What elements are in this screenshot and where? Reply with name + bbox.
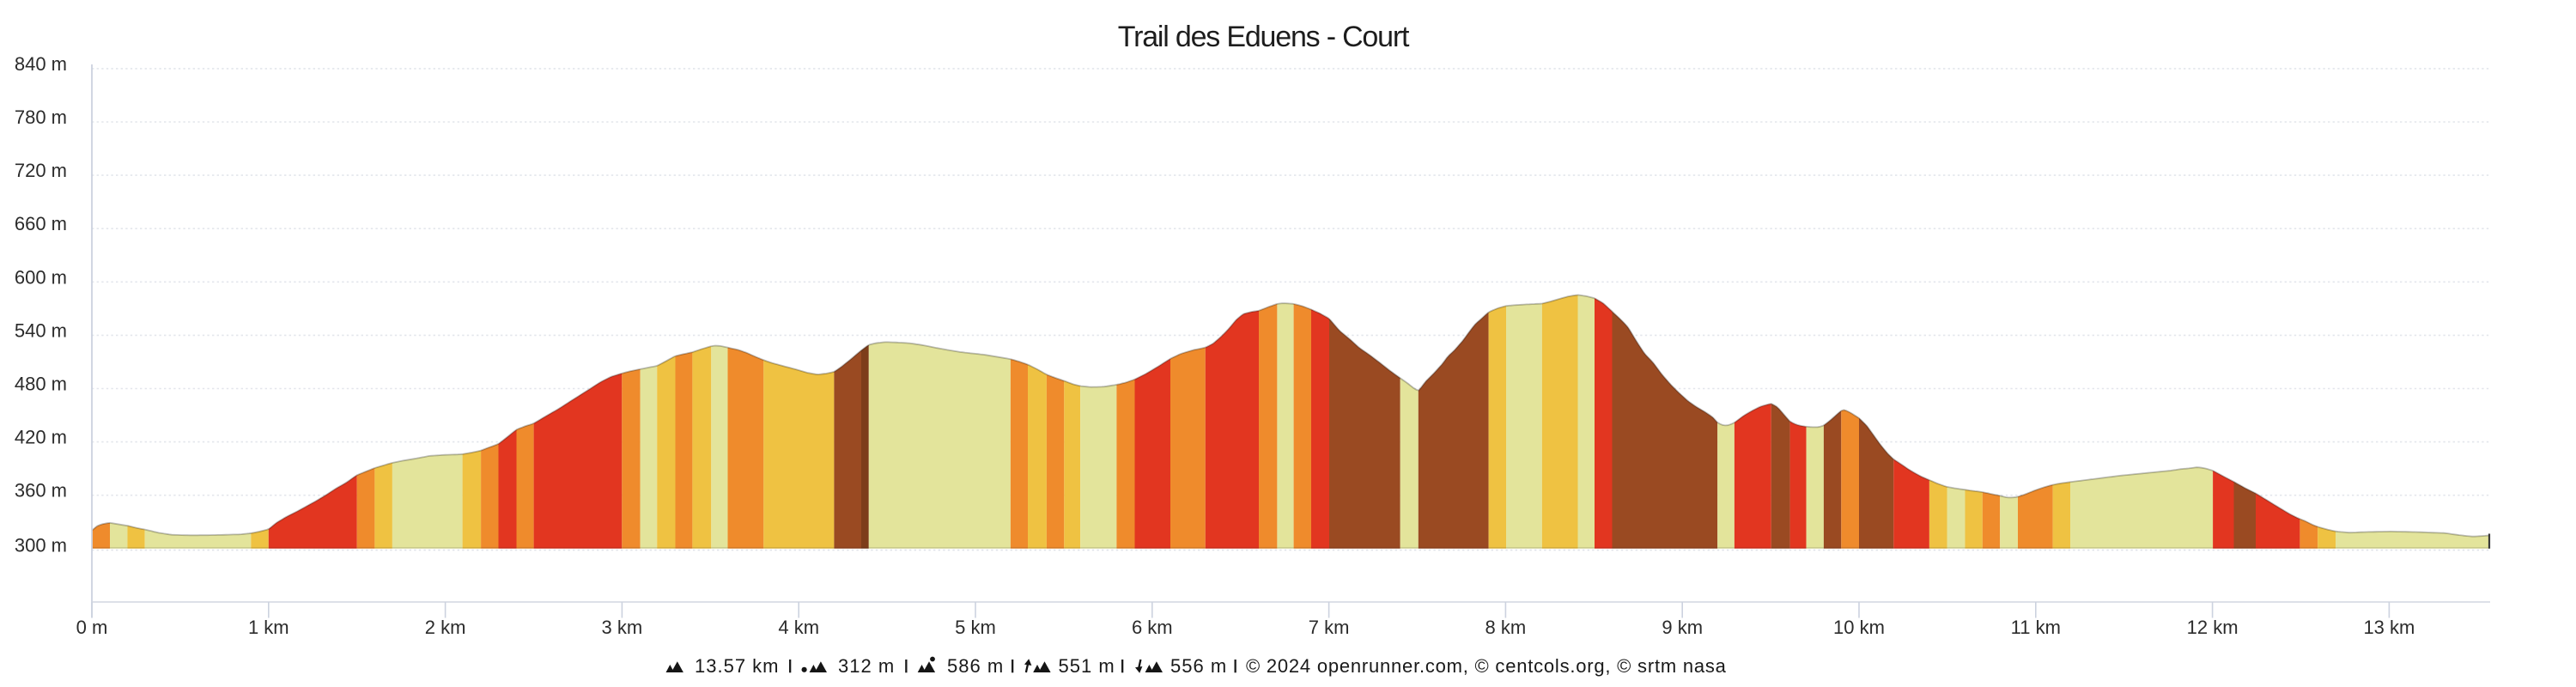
svg-text:586 m: 586 m (947, 655, 1004, 677)
svg-text:1 km: 1 km (248, 617, 289, 638)
svg-text:720 m: 720 m (15, 160, 67, 181)
svg-text:5 km: 5 km (955, 617, 996, 638)
svg-text:13 km: 13 km (2363, 617, 2415, 638)
svg-text:13.57 km: 13.57 km (695, 655, 780, 677)
svg-text:480 m: 480 m (15, 374, 67, 395)
svg-text:420 m: 420 m (15, 427, 67, 448)
svg-text:6 km: 6 km (1132, 617, 1173, 638)
svg-text:551 m: 551 m (1059, 655, 1115, 677)
svg-text:4 km: 4 km (778, 617, 819, 638)
svg-text:840 m: 840 m (15, 53, 67, 75)
svg-text:2 km: 2 km (425, 617, 466, 638)
svg-text:10 km: 10 km (1833, 617, 1885, 638)
svg-text:600 m: 600 m (15, 266, 67, 288)
svg-text:Trail des Eduens - Court: Trail des Eduens - Court (1118, 21, 1410, 53)
svg-text:3 km: 3 km (602, 617, 643, 638)
svg-text:540 m: 540 m (15, 319, 67, 341)
svg-text:9 km: 9 km (1662, 617, 1703, 638)
svg-text:© 2024 openrunner.com, © centc: © 2024 openrunner.com, © centcols.org, ©… (1246, 655, 1727, 677)
svg-text:556 m: 556 m (1170, 655, 1227, 677)
svg-text:12 km: 12 km (2187, 617, 2239, 638)
svg-text:11 km: 11 km (2011, 617, 2061, 638)
svg-text:660 m: 660 m (15, 213, 67, 234)
svg-text:7 km: 7 km (1309, 617, 1350, 638)
svg-text:8 km: 8 km (1485, 617, 1527, 638)
svg-text:0 m: 0 m (76, 617, 108, 638)
svg-text:780 m: 780 m (15, 106, 67, 128)
svg-text:300 m: 300 m (15, 535, 67, 556)
svg-text:360 m: 360 m (15, 480, 67, 502)
svg-text:312 m: 312 m (838, 655, 895, 677)
